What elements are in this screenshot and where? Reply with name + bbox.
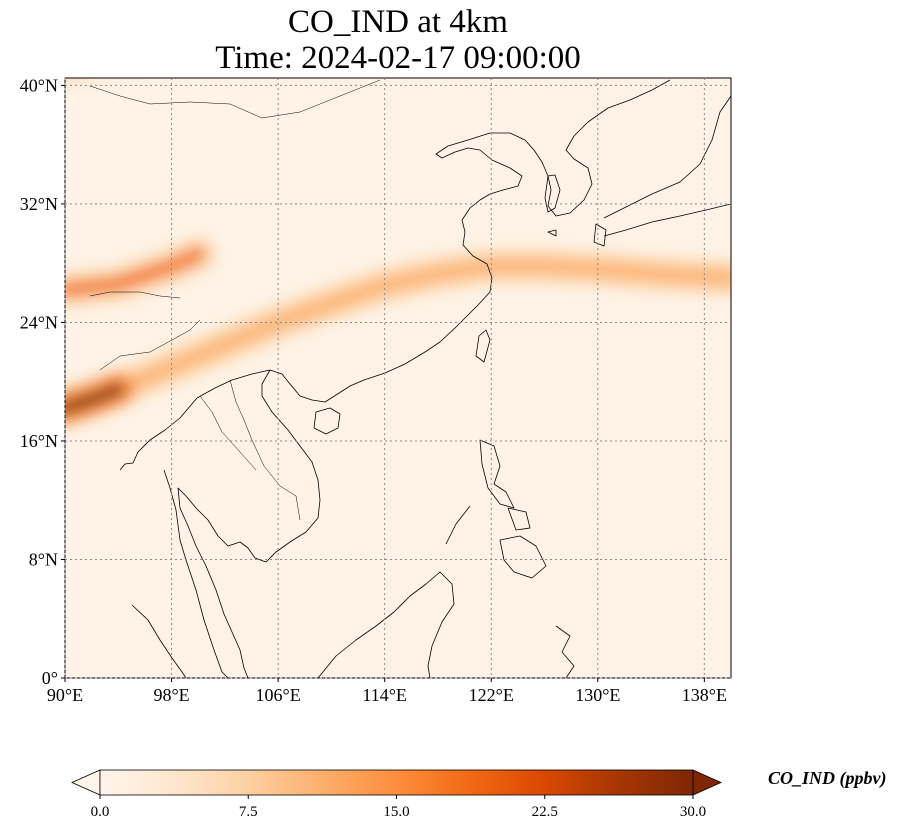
xtick-label: 138°E <box>682 685 727 705</box>
colorbar: 0.0 7.5 15.0 22.5 30.0 <box>71 769 722 820</box>
colorbar-min-extend <box>71 769 101 796</box>
ytick-label: 24°N <box>20 312 58 332</box>
colorbar-label: CO_IND (ppbv) <box>768 768 887 788</box>
ytick-label: 0° <box>42 668 58 688</box>
japan-south-coastline <box>603 203 731 237</box>
ytick-label: 8°N <box>29 549 58 569</box>
ytick-label: 32°N <box>20 194 58 214</box>
xtick-label: 130°E <box>575 685 620 705</box>
ytick-label: 16°N <box>20 431 58 451</box>
xtick-label: 106°E <box>256 685 301 705</box>
xtick-label: 122°E <box>469 685 514 705</box>
map-subtitle: Time: 2024-02-17 09:00:00 <box>215 40 581 76</box>
yellow-sea-island <box>547 229 557 237</box>
korea-coastline <box>544 174 561 213</box>
borneo-coastline <box>317 571 455 678</box>
ytick-label: 40°N <box>20 75 58 95</box>
xtick-label: 114°E <box>362 685 407 705</box>
hainan-coastline <box>313 407 341 435</box>
axis-ticks: 90°E 98°E 106°E 114°E 122°E 130°E 138°E 0° 8°N 16… <box>20 75 727 705</box>
indochina-coastline <box>177 369 321 678</box>
visayas-coastline <box>507 507 531 531</box>
mongolia-plume-core <box>65 19 305 71</box>
taiwan-coastline <box>475 329 491 363</box>
palawan-coastline <box>445 505 471 545</box>
sumatra-coastline <box>131 604 187 678</box>
sulawesi-coastline <box>555 625 575 678</box>
colorbar-tick-label: 0.0 <box>91 804 110 820</box>
colorbar-tick-label: 30.0 <box>680 804 706 820</box>
border-lines <box>89 79 381 521</box>
luzon-coastline <box>479 439 515 509</box>
colorbar-tick-label: 15.0 <box>383 804 409 820</box>
colorbar-gradient <box>99 769 694 796</box>
myanmar-hotspot-core <box>65 382 126 416</box>
xtick-label: 98°E <box>153 685 189 705</box>
map-title: CO_IND at 4km <box>288 4 508 40</box>
peninsula-coastline <box>163 469 229 678</box>
mindanao-coastline <box>499 535 547 579</box>
kyushu-coastline <box>593 223 607 247</box>
colorbar-tick-label: 7.5 <box>239 804 258 820</box>
colorbar-tick-label: 22.5 <box>532 804 558 820</box>
xtick-label: 90°E <box>47 685 83 705</box>
mongolia-plume-outer <box>65 78 102 88</box>
colorbar-max-extend <box>692 769 722 796</box>
graticule <box>64 78 731 679</box>
northern-plume-core <box>65 247 206 297</box>
